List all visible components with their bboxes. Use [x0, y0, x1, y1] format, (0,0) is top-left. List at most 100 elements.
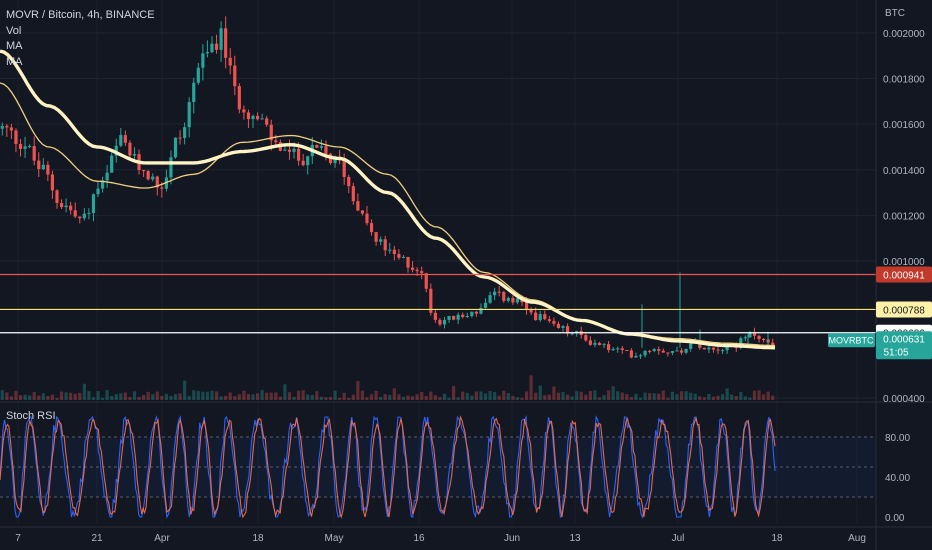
volume-bar — [483, 393, 488, 400]
candle-body — [246, 112, 251, 120]
time-tick-label: Aug — [848, 533, 866, 544]
volume-bar — [538, 385, 542, 400]
candle-body — [64, 205, 68, 208]
candle-body — [433, 312, 437, 320]
candle-body — [374, 232, 378, 242]
volume-bar — [766, 391, 770, 400]
volume-bar — [611, 386, 615, 400]
candle-body — [529, 309, 533, 313]
volume-bar — [69, 392, 73, 400]
volume-bar — [37, 395, 41, 400]
volume-bars — [0, 375, 775, 400]
volume-bar — [666, 397, 670, 400]
volume-bar — [406, 395, 410, 400]
volume-bar — [260, 390, 264, 400]
volume-bar — [547, 394, 551, 400]
price-tick-label: 0.001600 — [883, 120, 925, 131]
volume-bar — [424, 395, 428, 400]
candle-body — [18, 143, 23, 149]
volume-bar — [324, 397, 328, 400]
candle-body — [415, 269, 419, 272]
rsi-tick-label: 80.00 — [885, 433, 910, 444]
legend-ma-2[interactable]: MA — [6, 55, 23, 68]
volume-bar — [5, 392, 9, 400]
candle-body — [720, 350, 725, 352]
candle-body — [483, 302, 488, 308]
volume-bar — [64, 392, 68, 400]
volume-bar — [438, 397, 442, 400]
volume-bar — [183, 380, 187, 400]
candle-body — [160, 187, 164, 189]
candle-body — [561, 326, 565, 328]
time-tick-label: 21 — [91, 533, 103, 544]
horizontal-levels[interactable] — [0, 273, 876, 334]
symbol-title[interactable]: MOVR / Bitcoin, 4h, BINANCE — [6, 9, 155, 21]
volume-bar — [374, 390, 378, 400]
volume-bar — [520, 397, 524, 400]
chart-legend: MOVR / Bitcoin, 4h, BINANCE Vol MA MA — [6, 8, 155, 70]
legend-ma-1[interactable]: MA — [6, 40, 23, 52]
candle-body — [214, 43, 219, 50]
stoch-rsi-title[interactable]: Stoch RSI — [6, 410, 56, 422]
candle-body — [679, 350, 684, 353]
candle-body — [46, 164, 50, 175]
volume-bar — [543, 395, 547, 400]
volume-bar — [224, 395, 228, 400]
candle-body — [128, 142, 132, 156]
candle-body — [173, 137, 178, 158]
candle-body — [292, 148, 296, 152]
volume-bar — [707, 394, 711, 400]
candle-body — [652, 349, 656, 351]
volume-bar — [620, 392, 624, 400]
volume-bar — [242, 390, 246, 400]
volume-bar — [297, 390, 301, 400]
candle-body — [224, 28, 228, 58]
volume-bar — [192, 390, 196, 400]
volume-bar — [461, 391, 465, 400]
volume-bar — [771, 395, 775, 400]
candle-body — [752, 332, 757, 336]
candle-body — [410, 267, 415, 270]
candle-body — [196, 67, 200, 83]
candle-body — [69, 205, 73, 211]
volume-bar — [638, 397, 643, 400]
volume-bar — [625, 394, 629, 400]
volume-bar — [479, 391, 483, 400]
candle-body — [666, 352, 670, 354]
candle-body — [657, 349, 661, 351]
volume-bar — [524, 391, 529, 400]
time-tick-label: 7 — [15, 533, 21, 544]
candle-body — [192, 82, 196, 103]
volume-bar — [119, 393, 123, 400]
candle-body — [524, 302, 529, 310]
volume-bar — [593, 390, 597, 400]
candle-body — [356, 201, 360, 211]
candle-body — [233, 65, 237, 87]
volume-bar — [59, 391, 64, 400]
candle-body — [547, 319, 551, 321]
candle-body — [534, 312, 538, 321]
time-tick-label: 18 — [771, 533, 783, 544]
volume-bar — [716, 395, 720, 400]
volume-bar — [556, 392, 561, 400]
candle-body — [584, 335, 588, 341]
candle-body — [661, 350, 665, 353]
candle-body — [59, 202, 64, 208]
volume-bar — [470, 395, 474, 400]
volume-bar — [702, 397, 706, 400]
volume-bar — [534, 392, 538, 400]
candle-body — [347, 176, 351, 187]
candle-body — [55, 190, 59, 203]
candle-body — [14, 130, 18, 144]
volume-bar — [41, 393, 45, 400]
legend-vol[interactable]: Vol — [6, 24, 22, 37]
volume-bar — [679, 391, 684, 400]
candle-body — [442, 319, 447, 325]
price-tick-label: 0.001000 — [883, 257, 925, 268]
candle-body — [23, 146, 27, 149]
candle-body — [32, 146, 36, 161]
ma-slow-line — [0, 49, 776, 350]
candle-body — [711, 347, 716, 350]
level-tag-red — [876, 266, 932, 283]
